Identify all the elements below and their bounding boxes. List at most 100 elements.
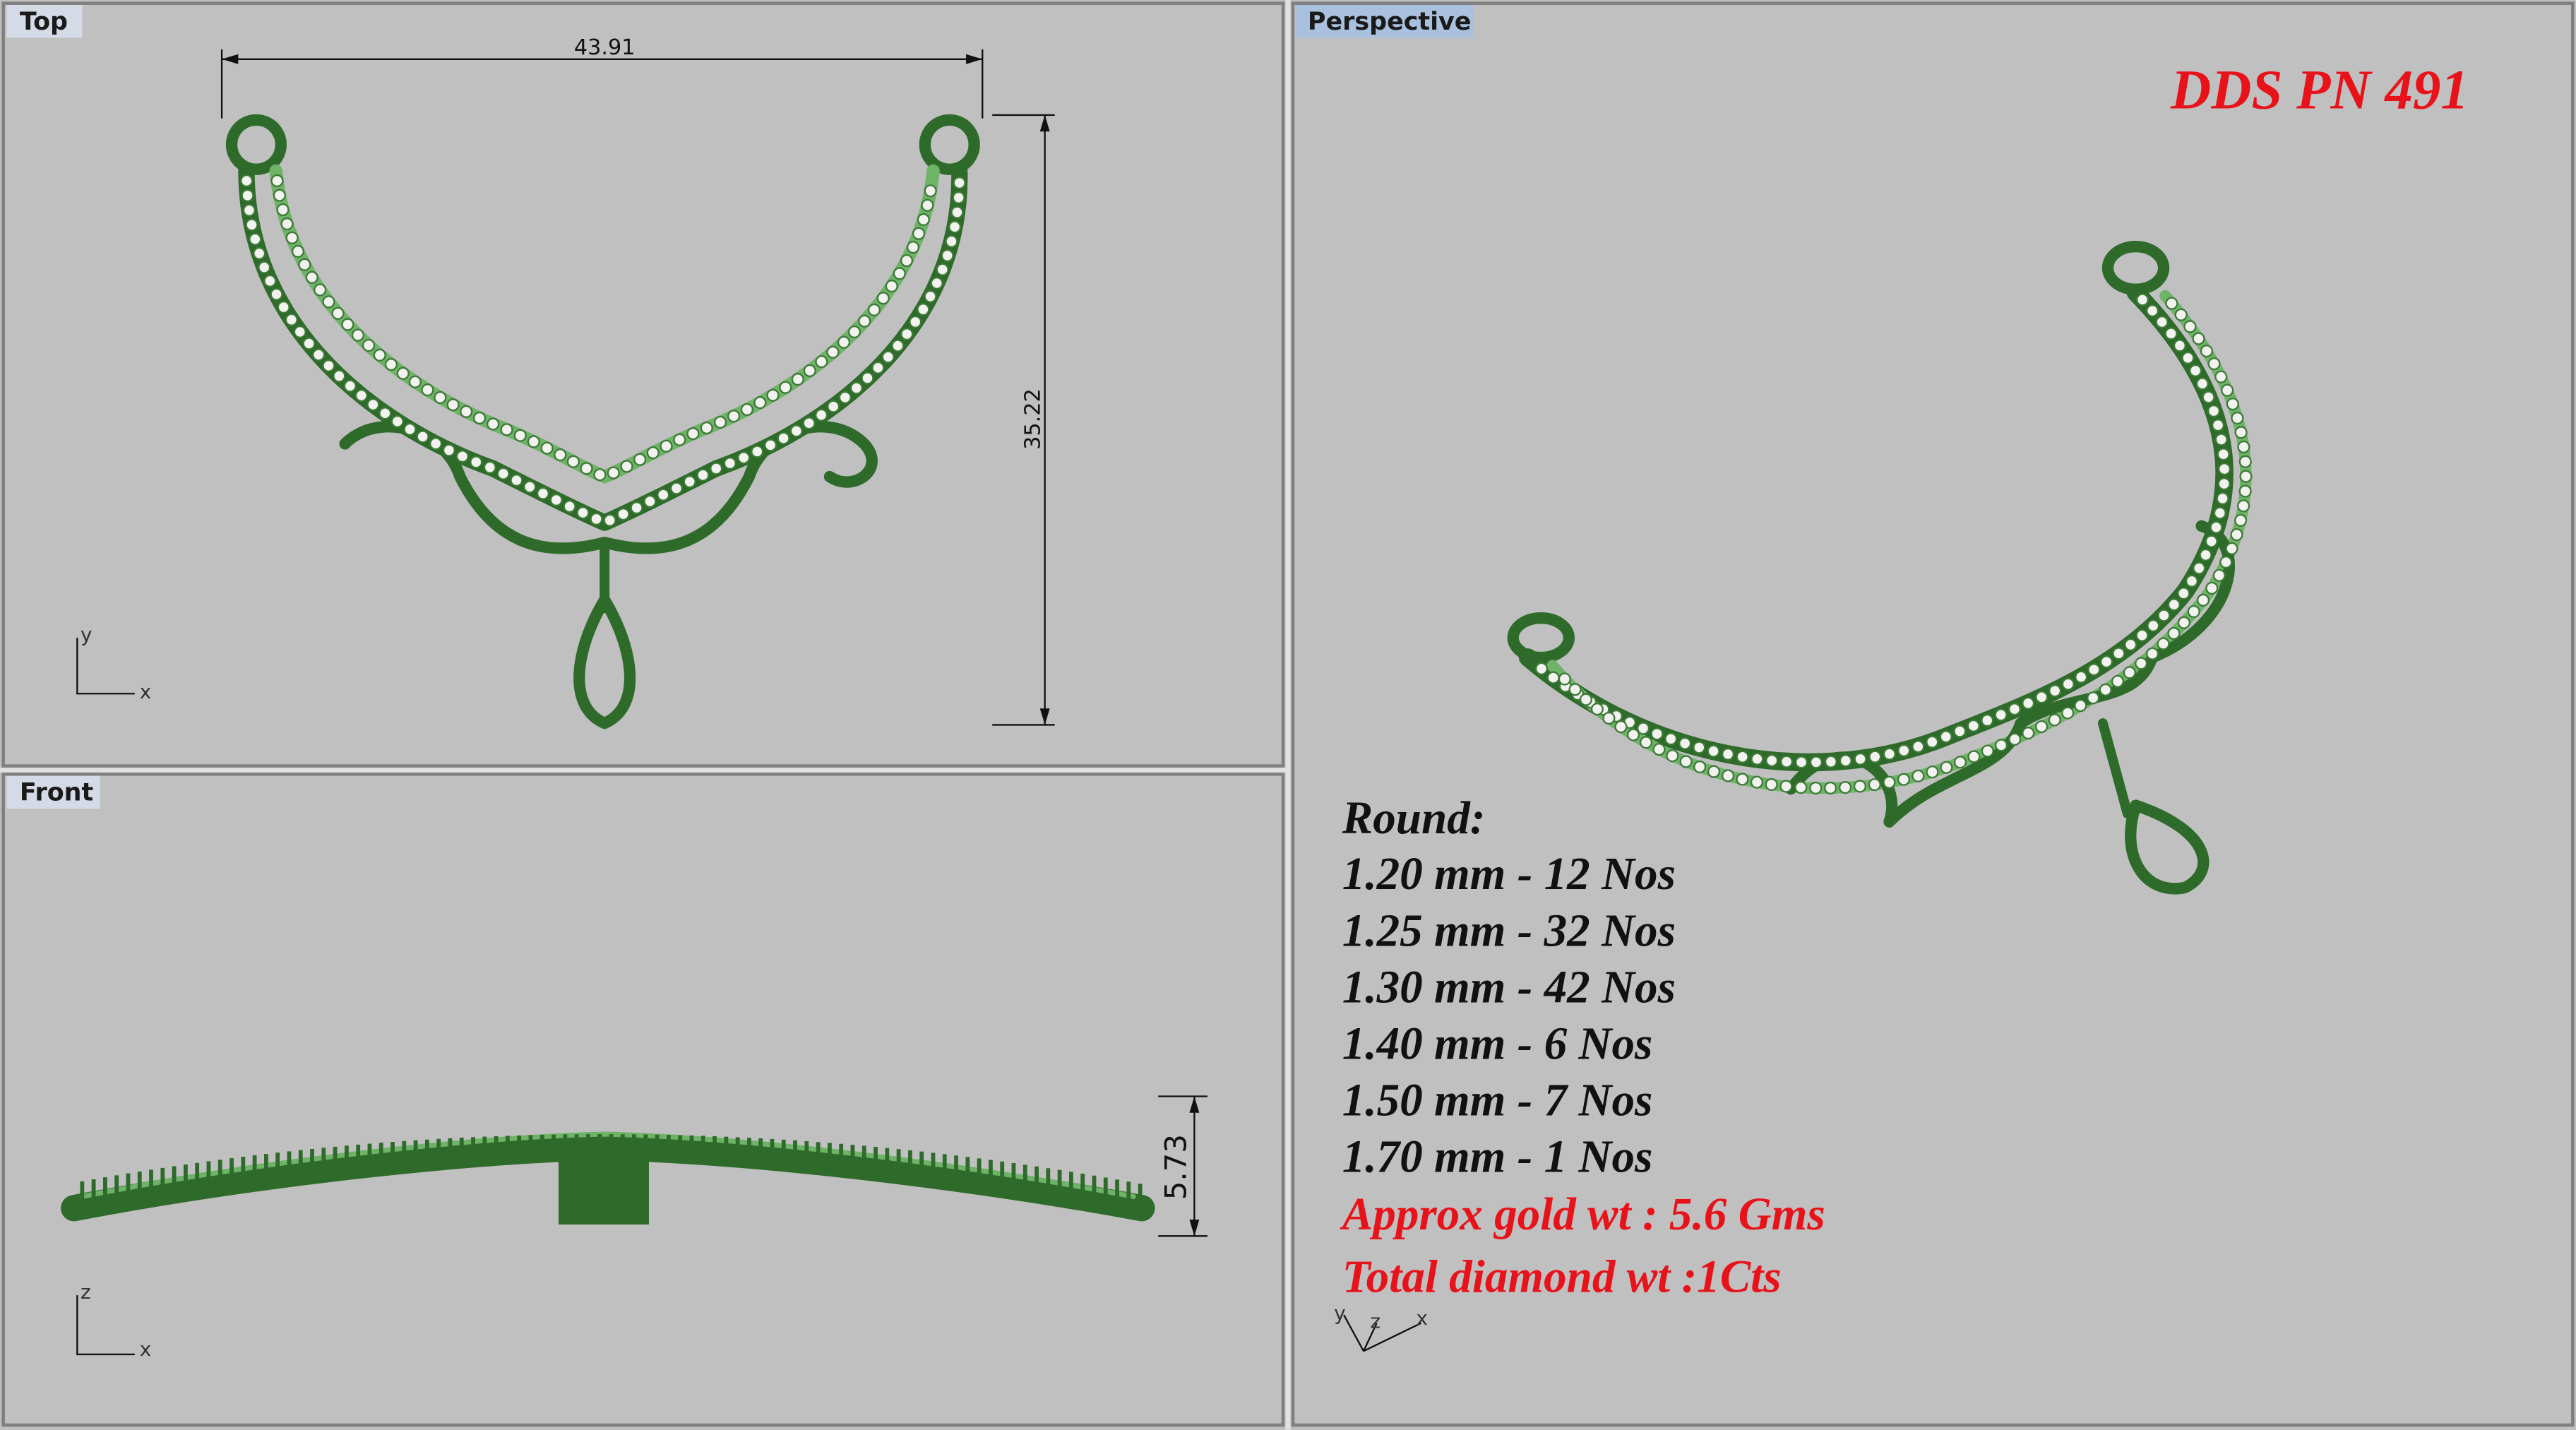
stone: [2193, 561, 2206, 575]
stone: [285, 313, 298, 326]
stone: [2173, 339, 2186, 352]
stone: [2199, 548, 2212, 561]
stone: [240, 174, 254, 188]
stone: [253, 246, 266, 260]
arrow: [1189, 1096, 1200, 1237]
stone: [673, 433, 686, 446]
stone: [554, 448, 567, 462]
stone: [1736, 750, 1749, 763]
stone: [362, 338, 376, 352]
stone: [2074, 699, 2087, 713]
stone: [2205, 581, 2219, 595]
stone: [2207, 404, 2221, 418]
stone: [941, 249, 954, 263]
stone: [263, 274, 277, 287]
stone: [1994, 708, 2008, 722]
stone: [620, 460, 633, 473]
stone: [917, 303, 930, 316]
stone: [249, 232, 262, 246]
stone: [2212, 568, 2226, 582]
stone: [1722, 769, 1735, 782]
stone: [408, 375, 422, 388]
stone: [1854, 752, 1867, 765]
stone: [2205, 535, 2218, 548]
stone: [378, 407, 392, 420]
stone: [2123, 666, 2136, 679]
viewport-tab[interactable]: [1296, 4, 1474, 38]
stone: [1912, 740, 1925, 753]
stone: [496, 467, 510, 480]
stone: [322, 295, 335, 309]
stone: [1639, 736, 1653, 749]
viewport-tab[interactable]: [6, 775, 100, 809]
stone: [2157, 609, 2171, 622]
stone: [657, 488, 670, 501]
stone: [2165, 297, 2178, 310]
stone: [241, 189, 254, 203]
perspective-viewport[interactable]: [1291, 1, 2575, 1427]
stone: [331, 306, 345, 320]
stone: [527, 435, 540, 448]
stone: [945, 234, 958, 248]
stone: [753, 396, 767, 410]
axis-lines: [76, 1295, 135, 1356]
stone: [953, 176, 966, 190]
stones: [240, 174, 966, 527]
stone: [1602, 711, 1616, 725]
stone: [751, 445, 764, 458]
stones: [1558, 297, 2253, 795]
stone: [2217, 448, 2230, 461]
stone: [802, 417, 816, 430]
stone: [1693, 760, 1707, 774]
stone: [2234, 426, 2248, 439]
stone: [1707, 765, 1721, 778]
viewport-tab[interactable]: [6, 4, 83, 38]
stone: [950, 205, 964, 219]
stone: [1868, 777, 1881, 792]
stone: [1897, 773, 1911, 786]
stone: [2181, 351, 2195, 364]
stone: [273, 189, 286, 202]
front-viewport[interactable]: [1, 772, 1285, 1427]
stone: [2196, 593, 2210, 607]
stone: [1926, 765, 1939, 779]
axis-label: x: [140, 680, 152, 703]
stone: [2192, 332, 2205, 345]
stone: [1897, 744, 1911, 757]
stone: [305, 270, 318, 284]
stone: [1666, 749, 1679, 763]
stone: [2061, 706, 2075, 720]
stone: [460, 405, 473, 418]
stone: [1534, 662, 1549, 676]
top-viewport[interactable]: [1, 1, 1285, 768]
stone: [924, 184, 937, 198]
axis-label: x: [140, 1337, 152, 1361]
stone: [593, 468, 607, 482]
dimension: 43.91 35.22: [220, 35, 1055, 726]
stone: [2049, 684, 2062, 698]
stone: [1839, 781, 1852, 794]
stone: [1765, 777, 1778, 792]
stone: [245, 218, 258, 232]
axis-label: x: [1416, 1306, 1428, 1330]
stone: [1678, 737, 1692, 750]
stone: [881, 350, 895, 364]
stone: [2164, 327, 2178, 340]
stone: [312, 348, 326, 362]
stone: [948, 220, 962, 234]
dimension-text: 43.91: [574, 35, 636, 60]
necklace-front: [61, 1131, 1155, 1225]
stone: [1839, 754, 1852, 768]
stone: [826, 345, 840, 359]
stone: [1721, 747, 1735, 761]
stone: [2183, 320, 2197, 333]
stone: [513, 429, 527, 442]
stone: [2195, 377, 2209, 391]
stone: [2225, 542, 2238, 555]
stone: [403, 422, 417, 436]
stone: [1650, 727, 1664, 741]
stone: [298, 258, 311, 271]
stone: [2008, 703, 2022, 716]
stone: [1853, 780, 1867, 793]
stone: [2237, 499, 2250, 513]
